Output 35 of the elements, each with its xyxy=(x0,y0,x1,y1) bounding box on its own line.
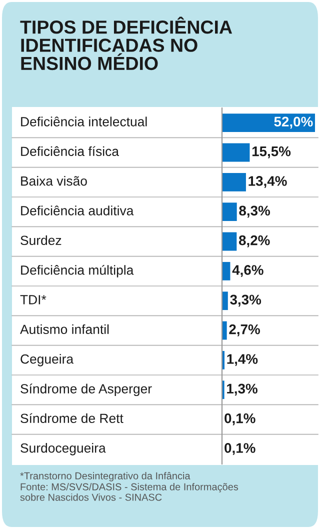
bar xyxy=(222,143,250,162)
source-note: Fonte: MS/SVS/DASIS - Sistema de Informações sobre Nascidos Vivos - SINASC xyxy=(20,483,238,501)
bar xyxy=(222,321,227,340)
y-tick-label: Síndrome de Asperger xyxy=(20,384,152,396)
data-label: 1,4% xyxy=(227,354,258,366)
y-tick-label: Surdez xyxy=(20,235,62,246)
data-label: 52,0% xyxy=(274,116,313,129)
bar xyxy=(222,292,228,310)
bar xyxy=(222,232,237,251)
y-tick-label: Deficiência auditiva xyxy=(21,206,134,216)
data-label: 3,3% xyxy=(230,294,262,307)
data-label: 0,1% xyxy=(224,413,256,426)
bar xyxy=(222,202,237,222)
y-tick-label: Deficiência múltipla xyxy=(21,264,134,278)
y-tick-label: Baixa visão xyxy=(21,176,87,186)
bar xyxy=(222,172,246,192)
data-label: 4,6% xyxy=(232,265,264,277)
chart-title: TIPOS DE DEFICIÊNCIA IDENTIFICADAS NO ENSINO MÉDIO xyxy=(20,16,232,70)
y-tick-label: Cegueira xyxy=(20,354,74,366)
data-label: 8,3% xyxy=(239,206,270,218)
data-label: 2,7% xyxy=(229,324,260,336)
y-tick-label: Deficiência física xyxy=(21,146,119,156)
bar xyxy=(222,114,315,132)
data-label: 1,3% xyxy=(227,384,258,396)
y-tick-label: TDI* xyxy=(20,295,46,304)
text: *Transtorno Desintegrativo da Infância xyxy=(20,472,190,482)
y-tick-label: Deficiência intelectual xyxy=(21,116,147,126)
y-tick-label: Surdocegueira xyxy=(20,443,106,456)
y-tick-label: Autismo infantil xyxy=(20,324,109,334)
data-label: 0,1% xyxy=(224,443,256,455)
data-label: 8,2% xyxy=(238,235,270,248)
data-label: 15,5% xyxy=(252,146,291,158)
bar xyxy=(222,262,230,280)
data-label: 13,4% xyxy=(248,176,287,188)
y-tick-label: Síndrome de Rett xyxy=(20,413,124,424)
